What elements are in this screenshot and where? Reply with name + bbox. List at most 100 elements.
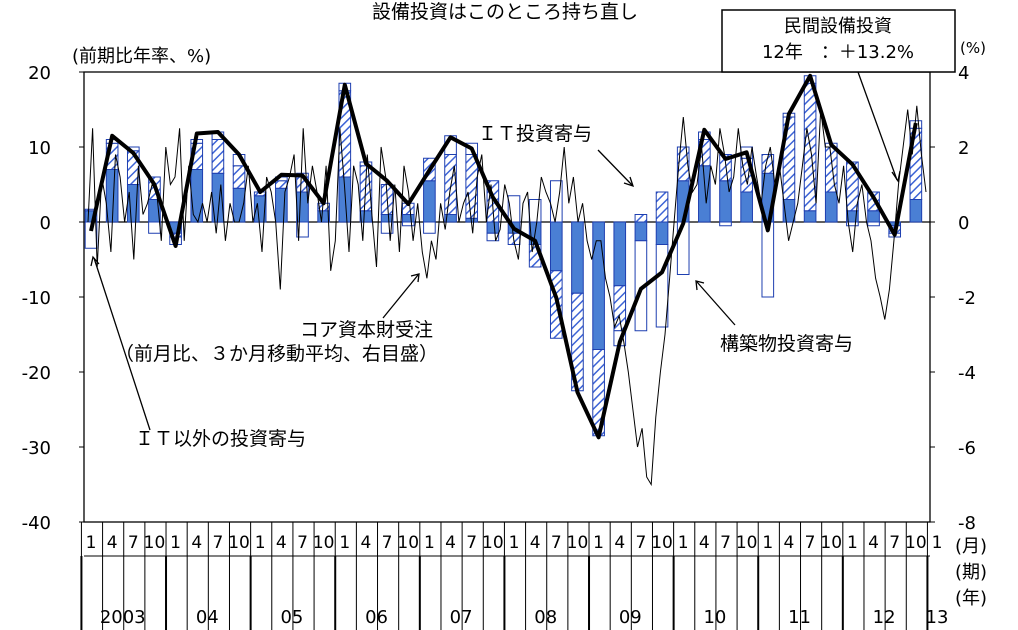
core-orders-label: コア資本財受注 <box>300 319 433 341</box>
annotations-group: ＩＴ投資寄与 コア資本財受注 （前月比、３か月移動平均、右目盛） 構築物投資寄与… <box>90 9 956 450</box>
core-orders-arrowhead <box>410 273 420 283</box>
bar-it <box>465 154 479 219</box>
bar-non-it <box>803 210 817 223</box>
year-tick-label: 06 <box>365 607 388 628</box>
quarter-tick-label: 10 <box>567 533 589 553</box>
bar-it <box>444 154 457 215</box>
construction-arrow <box>696 281 736 326</box>
quarter-tick-label: 7 <box>297 533 308 553</box>
bar-non-it <box>698 165 711 223</box>
right-tick-label: -6 <box>958 438 976 459</box>
bar-it <box>211 139 225 174</box>
non-it-arrowhead <box>90 255 100 267</box>
year-tick-label: 12 <box>873 607 896 628</box>
construction-arrowhead <box>695 280 705 291</box>
it-arrow <box>597 149 633 186</box>
lines-group <box>87 73 927 487</box>
year-tick-label: 08 <box>534 607 557 628</box>
quarter-tick-label: 10 <box>397 533 419 553</box>
quarter-tick-label: 7 <box>466 533 477 553</box>
summary-box-title: 民間設備投資 <box>784 16 892 37</box>
year-tick-label: 05 <box>280 607 303 628</box>
left-tick-label: 20 <box>28 63 51 84</box>
bar-non-it <box>909 199 923 223</box>
quarter-tick-label: 4 <box>191 533 202 553</box>
right-tick-label: -8 <box>958 513 976 534</box>
quarter-tick-label: 10 <box>651 533 673 553</box>
bar-construction <box>655 244 669 328</box>
quarter-tick-label: 10 <box>228 533 250 553</box>
bar-construction <box>867 221 880 227</box>
bar-construction <box>486 232 500 242</box>
bar-construction <box>296 221 309 238</box>
bar-non-it <box>549 221 563 272</box>
bar-it <box>655 191 669 223</box>
bar-construction <box>761 221 775 298</box>
bar-non-it <box>380 214 394 223</box>
quarter-tick-label: 1 <box>255 533 266 553</box>
bar-construction <box>528 199 542 223</box>
bar-non-it <box>867 210 880 223</box>
quarter-tick-label: 1 <box>932 533 943 553</box>
quarter-tick-label: 1 <box>86 533 97 553</box>
bar-non-it <box>486 221 500 234</box>
bar-construction <box>846 221 859 227</box>
quarter-tick-label: 1 <box>678 533 689 553</box>
bar-construction <box>719 221 732 227</box>
left-tick-label: -10 <box>22 288 51 309</box>
quarter-tick-label: 1 <box>339 533 350 553</box>
quarter-tick-label: 10 <box>905 533 927 553</box>
quarter-tick-label: 1 <box>170 533 181 553</box>
core-orders-sublabel: （前月比、３か月移動平均、右目盛） <box>115 343 438 365</box>
quarter-tick-label: 10 <box>736 533 758 553</box>
year-tick-label: 2003 <box>100 607 146 628</box>
quarter-tick-label: 1 <box>509 533 520 553</box>
bar-construction <box>423 221 436 234</box>
year-tick-label: 11 <box>788 607 811 628</box>
left-tick-label: -40 <box>22 513 51 534</box>
bar-construction <box>401 221 415 227</box>
left-tick-label: 10 <box>28 138 51 159</box>
right-axis-unit-label: (%) <box>960 39 986 57</box>
bar-non-it <box>824 191 838 223</box>
bar-non-it <box>275 187 288 223</box>
bar-construction <box>380 221 394 234</box>
bar-construction <box>507 195 521 223</box>
non-it-contribution-label: ＩＴ以外の投資寄与 <box>135 428 306 450</box>
quarter-tick-label: 1 <box>593 533 604 553</box>
bar-it <box>275 180 288 189</box>
left-tick-label: 0 <box>40 213 51 234</box>
quarter-tick-label: 7 <box>382 533 393 553</box>
quarter-tick-label: 4 <box>530 533 541 553</box>
left-tick-label: -20 <box>22 363 51 384</box>
bar-it <box>824 146 838 193</box>
bar-non-it <box>719 180 732 223</box>
quarter-tick-label: 4 <box>361 533 372 553</box>
bar-non-it <box>190 169 204 223</box>
bar-it <box>676 146 690 182</box>
core-orders-line <box>87 105 927 487</box>
quarter-tick-label: 4 <box>614 533 625 553</box>
core-orders-arrow <box>382 274 419 319</box>
quarter-tick-label: 4 <box>276 533 287 553</box>
quarter-tick-label: 10 <box>144 533 166 553</box>
bar-non-it <box>655 221 669 245</box>
year-tick-label: 07 <box>450 607 473 628</box>
bar-non-it <box>359 210 373 223</box>
chart-title: 設備投資はこのところ持ち直し <box>372 1 638 23</box>
summary-box <box>721 9 956 73</box>
bar-it <box>719 154 732 182</box>
quarter-tick-label: 7 <box>635 533 646 553</box>
right-tick-label: -4 <box>958 363 976 384</box>
right-tick-label: -2 <box>958 288 976 309</box>
year-tick-label: 09 <box>619 607 642 628</box>
non-it-arrow <box>93 257 151 431</box>
quarter-tick-label: 1 <box>762 533 773 553</box>
it-arrowhead <box>623 176 635 188</box>
quarter-tick-label: 7 <box>720 533 731 553</box>
quarter-tick-label: 7 <box>551 533 562 553</box>
quarter-tick-label: 10 <box>820 533 842 553</box>
construction-contribution-label: 構築物投資寄与 <box>720 333 853 355</box>
quarter-tick-label: 4 <box>784 533 795 553</box>
